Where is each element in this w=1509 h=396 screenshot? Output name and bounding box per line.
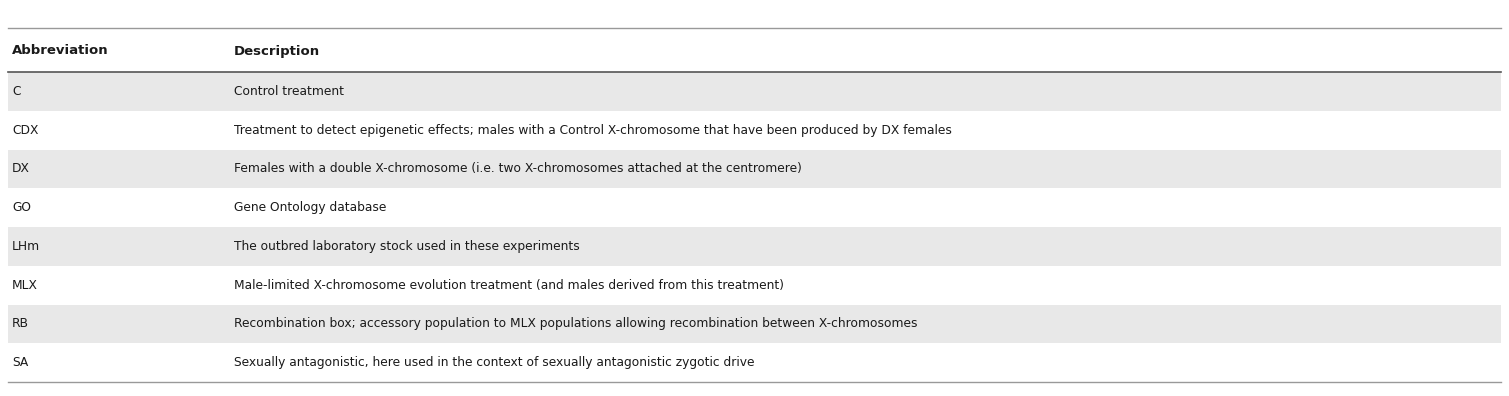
- Text: Females with a double X-chromosome (i.e. two X-chromosomes attached at the centr: Females with a double X-chromosome (i.e.…: [234, 162, 801, 175]
- Bar: [8, 305, 1501, 343]
- Text: Sexually antagonistic, here used in the context of sexually antagonistic zygotic: Sexually antagonistic, here used in the …: [234, 356, 754, 369]
- Text: C: C: [12, 85, 21, 98]
- Text: Treatment to detect epigenetic effects; males with a Control X-chromosome that h: Treatment to detect epigenetic effects; …: [234, 124, 952, 137]
- Bar: [8, 343, 1501, 382]
- Text: Description: Description: [234, 44, 320, 57]
- Text: RB: RB: [12, 317, 29, 330]
- Text: Recombination box; accessory population to MLX populations allowing recombinatio: Recombination box; accessory population …: [234, 317, 917, 330]
- Bar: [8, 72, 1501, 111]
- Text: Control treatment: Control treatment: [234, 85, 344, 98]
- Text: Male-limited X-chromosome evolution treatment (and males derived from this treat: Male-limited X-chromosome evolution trea…: [234, 279, 783, 291]
- Text: LHm: LHm: [12, 240, 41, 253]
- Text: GO: GO: [12, 201, 32, 214]
- Text: DX: DX: [12, 162, 30, 175]
- Bar: [8, 111, 1501, 150]
- Bar: [8, 150, 1501, 188]
- Text: The outbred laboratory stock used in these experiments: The outbred laboratory stock used in the…: [234, 240, 579, 253]
- Bar: [8, 266, 1501, 305]
- Text: Abbreviation: Abbreviation: [12, 44, 109, 57]
- Text: CDX: CDX: [12, 124, 38, 137]
- Text: Gene Ontology database: Gene Ontology database: [234, 201, 386, 214]
- Bar: [8, 188, 1501, 227]
- Text: SA: SA: [12, 356, 29, 369]
- Text: MLX: MLX: [12, 279, 38, 291]
- Bar: [8, 227, 1501, 266]
